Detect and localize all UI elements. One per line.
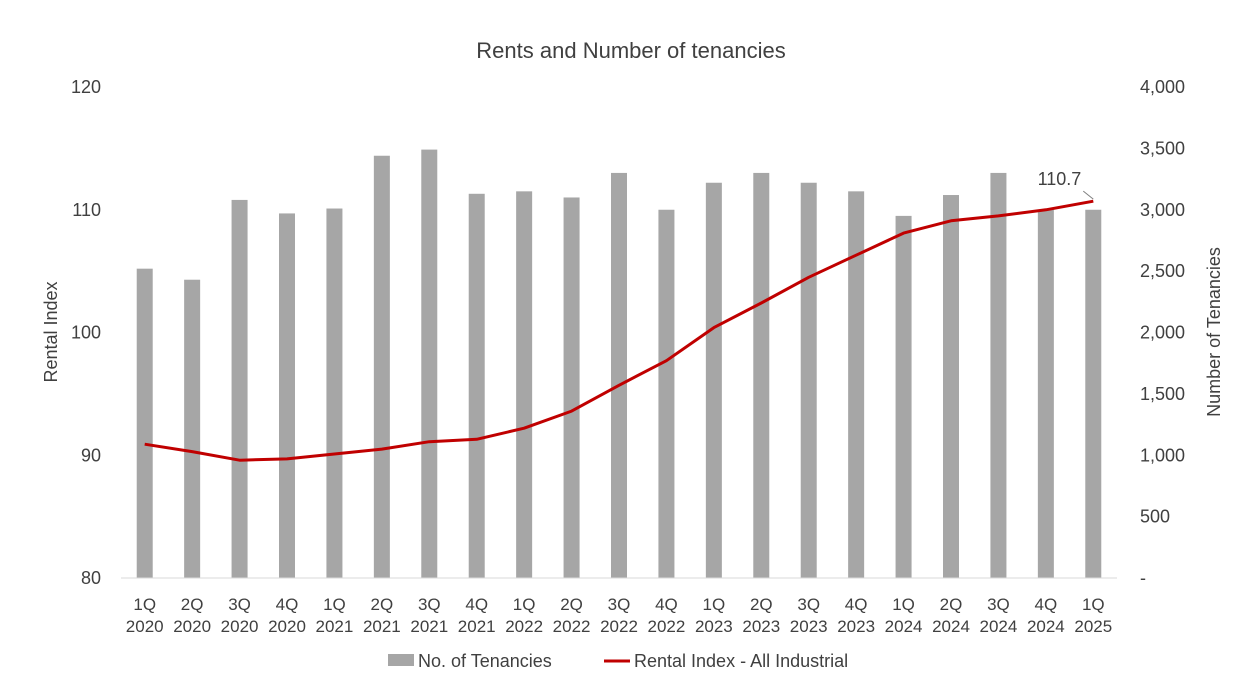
annotation-leader [1082, 190, 1094, 200]
right-tick-label: 2,000 [1140, 323, 1185, 343]
right-tick-label: 1,000 [1140, 445, 1185, 465]
bar [658, 209, 675, 578]
bar-series [136, 149, 1102, 579]
bar [800, 182, 817, 578]
category-label: 3Q 2023 [790, 595, 828, 636]
right-tick-label: - [1140, 568, 1146, 588]
category-label: 4Q 2021 [458, 595, 496, 636]
category-label: 1Q 2024 [885, 595, 923, 636]
bar [279, 213, 295, 578]
right-tick-label: 1,500 [1140, 384, 1185, 404]
legend-label-rental-index: Rental Index - All Industrial [634, 651, 848, 671]
left-tick-label: 90 [81, 445, 101, 465]
bar [184, 279, 201, 578]
bar [1085, 209, 1102, 578]
legend-label-tenancies: No. of Tenancies [418, 651, 552, 671]
left-axis-label: Rental Index [41, 281, 61, 382]
category-label: 1Q 2022 [505, 595, 543, 636]
category-label: 4Q 2022 [648, 595, 686, 636]
chart-title: Rents and Number of tenancies [476, 38, 785, 63]
bar [943, 195, 959, 578]
bar [373, 155, 390, 579]
left-tick-label: 100 [71, 323, 101, 343]
bar [136, 268, 153, 578]
category-label: 1Q 2020 [126, 595, 164, 636]
right-axis-ticks: - 500 1,000 1,500 2,000 2,500 3,000 3,500 4,000 [1140, 77, 1185, 588]
right-tick-label: 500 [1140, 507, 1170, 527]
left-axis-ticks: 80 90 100 110 120 [71, 77, 101, 588]
data-label: 110.7 [1038, 169, 1082, 189]
bar [468, 193, 485, 579]
category-label: 1Q 2025 [1074, 595, 1112, 636]
right-axis-label: Number of Tenancies [1204, 247, 1224, 417]
category-label: 4Q 2020 [268, 595, 306, 636]
category-label: 3Q 2021 [410, 595, 448, 636]
bar [705, 182, 722, 578]
left-tick-label: 110 [72, 200, 101, 220]
category-label: 4Q 2023 [837, 595, 875, 636]
category-label: 4Q 2024 [1027, 595, 1065, 636]
annotations: 110.7 [1038, 169, 1094, 200]
left-tick-label: 120 [71, 77, 101, 97]
legend: No. of Tenancies Rental Index - All Indu… [388, 651, 848, 671]
bar [848, 191, 865, 578]
category-label: 1Q 2021 [316, 595, 354, 636]
line-path [144, 199, 1094, 462]
bar [563, 197, 580, 578]
right-tick-label: 3,000 [1140, 200, 1185, 220]
category-label: 2Q 2023 [742, 595, 780, 636]
category-label: 1Q 2023 [695, 595, 733, 636]
bar [421, 149, 438, 579]
category-label: 3Q 2022 [600, 595, 638, 636]
bar [990, 172, 1007, 579]
category-label: 3Q 2020 [221, 595, 259, 636]
category-label: 2Q 2021 [363, 595, 401, 636]
bar [231, 199, 248, 578]
category-label: 2Q 2024 [932, 595, 970, 636]
bar [611, 172, 627, 579]
category-label: 2Q 2022 [553, 595, 591, 636]
bar [326, 208, 343, 578]
right-tick-label: 3,500 [1140, 138, 1185, 158]
bar [516, 191, 533, 578]
bar [895, 215, 912, 578]
bar [753, 172, 770, 579]
bar [1037, 209, 1054, 578]
line-series [144, 199, 1094, 462]
category-label: 3Q 2024 [980, 595, 1018, 636]
category-label: 2Q 2020 [173, 595, 211, 636]
left-tick-label: 80 [81, 568, 101, 588]
right-tick-label: 4,000 [1140, 77, 1185, 97]
legend-swatch-bar [388, 654, 414, 666]
right-tick-label: 2,500 [1140, 261, 1185, 281]
